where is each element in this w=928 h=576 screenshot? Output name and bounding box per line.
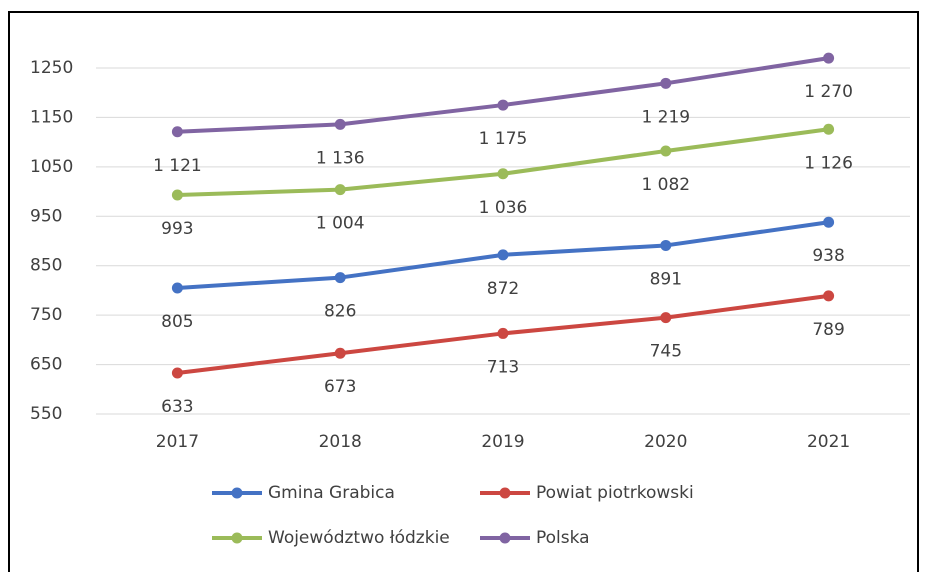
data-label: 1 082 — [641, 175, 690, 195]
data-point — [171, 126, 183, 138]
y-tick-label: 650 — [30, 355, 62, 375]
data-point — [171, 282, 183, 294]
data-point — [497, 99, 509, 111]
data-point — [334, 272, 346, 284]
data-point — [823, 216, 835, 228]
data-label: 1 136 — [316, 148, 365, 168]
frame — [8, 11, 919, 576]
legend-marker — [231, 487, 243, 499]
data-point — [660, 312, 672, 324]
data-label: 1 219 — [641, 107, 690, 127]
data-point — [497, 327, 509, 339]
data-label: 826 — [324, 302, 356, 322]
data-point — [660, 77, 672, 89]
data-label: 1 270 — [804, 82, 853, 102]
y-tick-label: 750 — [30, 305, 62, 325]
data-label: 673 — [324, 377, 356, 397]
x-tick-label: 2020 — [644, 432, 687, 452]
data-label: 938 — [812, 246, 844, 266]
legend-marker — [499, 532, 511, 544]
data-label: 789 — [812, 320, 844, 340]
data-label: 891 — [650, 269, 682, 289]
data-point — [497, 168, 509, 180]
legend-label: Gmina Grabica — [268, 483, 395, 503]
data-point — [171, 189, 183, 201]
legend-marker — [231, 532, 243, 544]
legend-label: Polska — [536, 528, 590, 548]
data-label: 872 — [487, 279, 519, 299]
y-tick-label: 950 — [30, 206, 62, 226]
data-label: 805 — [161, 312, 193, 332]
data-label: 1 004 — [316, 214, 365, 234]
data-point — [823, 290, 835, 302]
y-tick-label: 850 — [30, 256, 62, 276]
data-label: 1 036 — [479, 198, 528, 218]
legend-label: Województwo łódzkie — [268, 528, 450, 548]
y-tick-label: 1050 — [30, 157, 73, 177]
data-label: 745 — [650, 342, 682, 362]
data-label: 633 — [161, 397, 193, 417]
x-tick-label: 2017 — [156, 432, 199, 452]
data-point — [660, 239, 672, 251]
data-point — [823, 123, 835, 135]
data-point — [823, 52, 835, 64]
legend-marker — [499, 487, 511, 499]
data-label: 713 — [487, 357, 519, 377]
y-tick-label: 1150 — [30, 107, 73, 127]
y-tick-label: 1250 — [30, 58, 73, 78]
legend-label: Powiat piotrkowski — [536, 483, 694, 503]
x-tick-label: 2021 — [807, 432, 850, 452]
data-point — [334, 118, 346, 130]
y-tick-label: 550 — [30, 404, 62, 424]
x-tick-label: 2018 — [319, 432, 362, 452]
data-point — [334, 347, 346, 359]
data-label: 993 — [161, 219, 193, 239]
x-tick-label: 2019 — [481, 432, 524, 452]
data-point — [334, 184, 346, 196]
data-point — [660, 145, 672, 157]
data-point — [497, 249, 509, 261]
data-label: 1 175 — [479, 129, 528, 149]
data-label: 1 126 — [804, 153, 853, 173]
data-label: 1 121 — [153, 156, 202, 176]
data-point — [171, 367, 183, 379]
